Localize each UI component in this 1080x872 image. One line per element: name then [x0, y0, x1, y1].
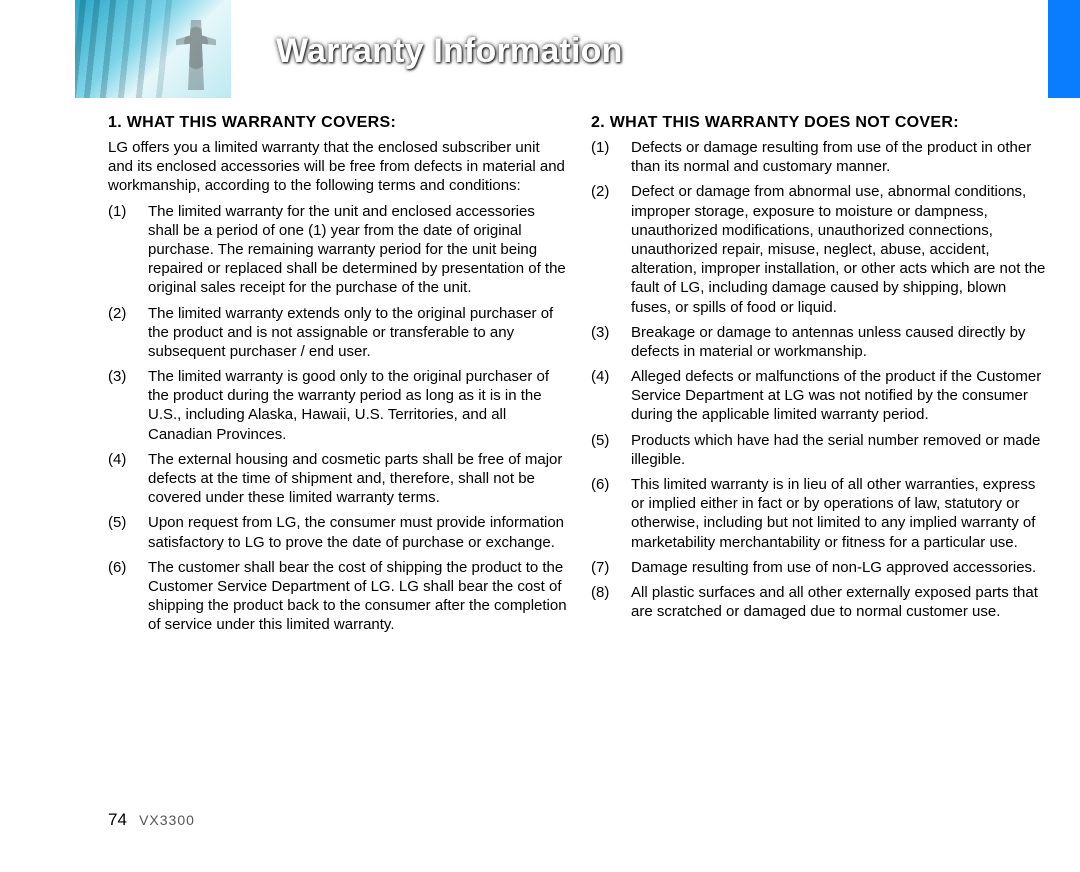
page-number: 74: [108, 810, 127, 829]
covers-list: (1)The limited warranty for the unit and…: [108, 202, 567, 635]
list-item: (6)The customer shall bear the cost of s…: [108, 558, 567, 635]
page-title: Warranty Information: [276, 32, 623, 71]
not-cover-list: (1)Defects or damage resulting from use …: [591, 138, 1050, 621]
list-item: (3)Breakage or damage to antennas unless…: [591, 323, 1050, 361]
title-bar: Warranty Information: [75, 30, 1080, 78]
list-item-number: (4): [591, 367, 631, 425]
list-item: (8)All plastic surfaces and all other ex…: [591, 583, 1050, 621]
right-column: 2. WHAT THIS WARRANTY DOES NOT COVER: (1…: [591, 114, 1050, 641]
list-item-text: Defects or damage resulting from use of …: [631, 138, 1050, 176]
list-item-number: (3): [108, 367, 148, 444]
list-item-text: All plastic surfaces and all other exter…: [631, 583, 1050, 621]
list-item: (6)This limited warranty is in lieu of a…: [591, 475, 1050, 552]
list-item-text: Alleged defects or malfunctions of the p…: [631, 367, 1050, 425]
section-heading-covers: 1. WHAT THIS WARRANTY COVERS:: [108, 114, 567, 132]
list-item-number: (1): [591, 138, 631, 176]
list-item-text: The customer shall bear the cost of ship…: [148, 558, 567, 635]
left-column: 1. WHAT THIS WARRANTY COVERS: LG offers …: [108, 114, 567, 641]
list-item-number: (5): [108, 513, 148, 551]
page-header: Warranty Information: [0, 0, 1080, 98]
list-item-number: (7): [591, 558, 631, 577]
list-item-text: The limited warranty for the unit and en…: [148, 202, 567, 298]
list-item-number: (6): [108, 558, 148, 635]
list-item-text: Upon request from LG, the consumer must …: [148, 513, 567, 551]
list-item-number: (2): [591, 182, 631, 316]
list-item: (3)The limited warranty is good only to …: [108, 367, 567, 444]
list-item-text: This limited warranty is in lieu of all …: [631, 475, 1050, 552]
section-heading-not-cover: 2. WHAT THIS WARRANTY DOES NOT COVER:: [591, 114, 1050, 132]
page-footer: 74 VX3300: [108, 810, 195, 830]
list-item-number: (3): [591, 323, 631, 361]
list-item-text: The external housing and cosmetic parts …: [148, 450, 567, 508]
list-item-number: (4): [108, 450, 148, 508]
list-item-number: (6): [591, 475, 631, 552]
list-item: (7)Damage resulting from use of non-LG a…: [591, 558, 1050, 577]
list-item-text: Damage resulting from use of non-LG appr…: [631, 558, 1050, 577]
list-item-text: The limited warranty is good only to the…: [148, 367, 567, 444]
list-item-number: (5): [591, 431, 631, 469]
content-columns: 1. WHAT THIS WARRANTY COVERS: LG offers …: [0, 98, 1080, 641]
intro-paragraph: LG offers you a limited warranty that th…: [108, 138, 567, 196]
list-item-text: Defect or damage from abnormal use, abno…: [631, 182, 1050, 316]
list-item: (5)Upon request from LG, the consumer mu…: [108, 513, 567, 551]
list-item: (1)The limited warranty for the unit and…: [108, 202, 567, 298]
document-page: Warranty Information 1. WHAT THIS WARRAN…: [0, 0, 1080, 872]
list-item: (4)Alleged defects or malfunctions of th…: [591, 367, 1050, 425]
list-item-text: Breakage or damage to antennas unless ca…: [631, 323, 1050, 361]
list-item: (5)Products which have had the serial nu…: [591, 431, 1050, 469]
list-item: (2)Defect or damage from abnormal use, a…: [591, 182, 1050, 316]
list-item-text: Products which have had the serial numbe…: [631, 431, 1050, 469]
list-item: (2)The limited warranty extends only to …: [108, 304, 567, 362]
list-item-number: (1): [108, 202, 148, 298]
list-item: (1)Defects or damage resulting from use …: [591, 138, 1050, 176]
model-number: VX3300: [139, 812, 195, 828]
list-item: (4)The external housing and cosmetic par…: [108, 450, 567, 508]
list-item-text: The limited warranty extends only to the…: [148, 304, 567, 362]
accent-tab: [1048, 0, 1080, 98]
list-item-number: (8): [591, 583, 631, 621]
list-item-number: (2): [108, 304, 148, 362]
